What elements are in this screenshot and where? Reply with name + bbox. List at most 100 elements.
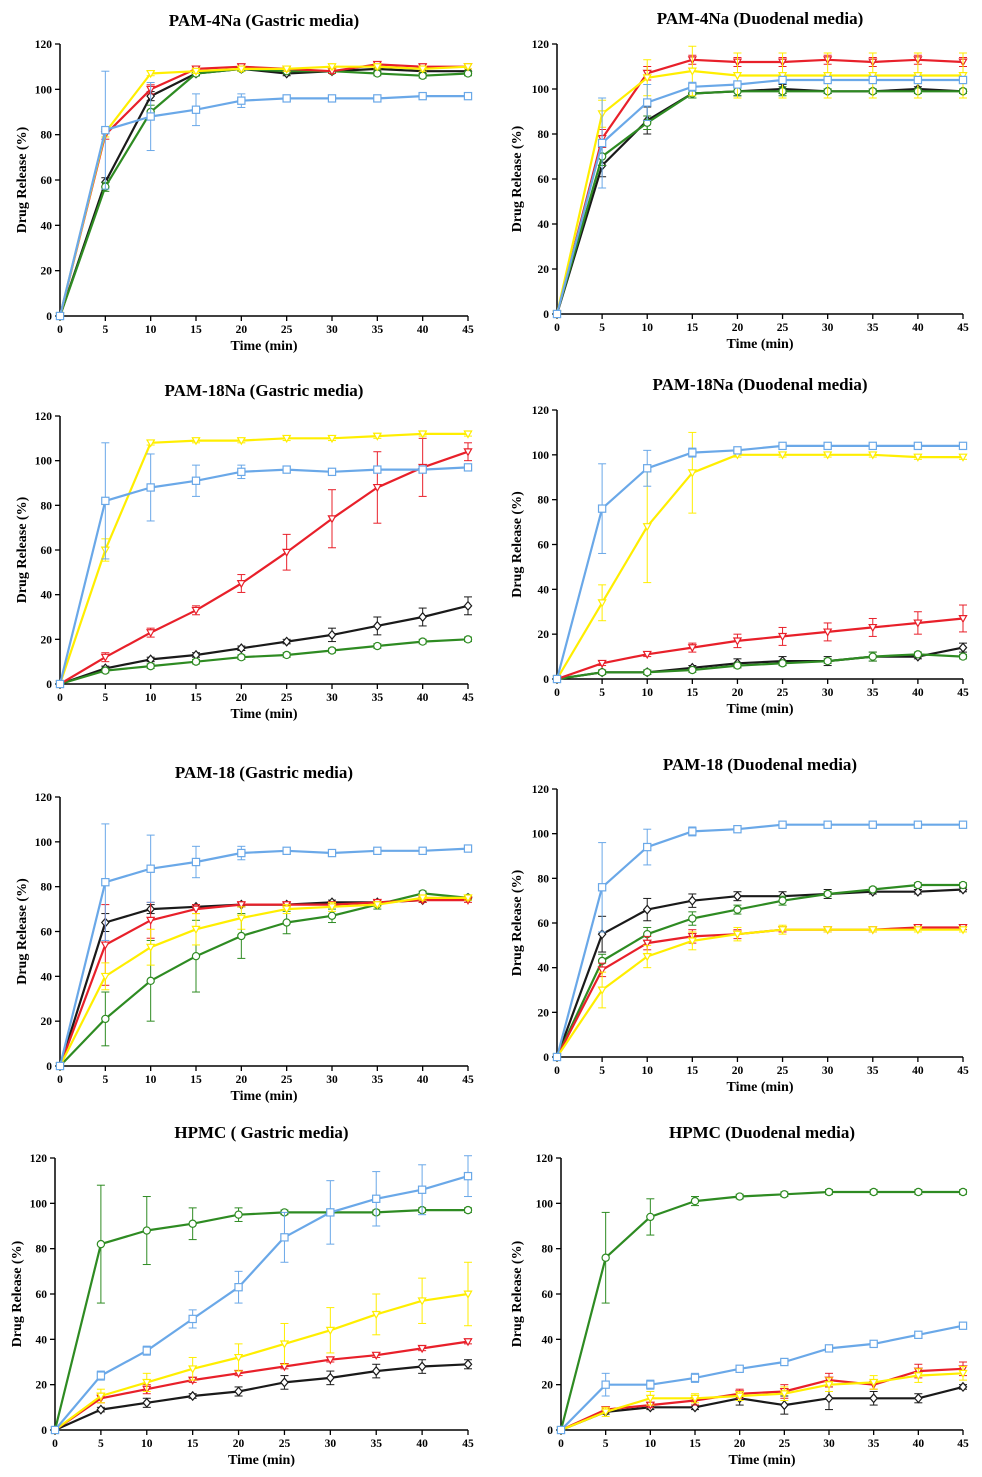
series-yellow (556, 1366, 968, 1435)
x-tick-label: 40 (417, 1074, 429, 1086)
data-point (101, 877, 110, 887)
x-tick-label: 35 (372, 1074, 384, 1086)
data-point (188, 1219, 197, 1228)
y-tick-label: 20 (538, 629, 550, 641)
series-blue (552, 820, 968, 1062)
data-point (958, 1321, 968, 1330)
y-tick-label: 40 (41, 220, 53, 232)
series-yellow (55, 63, 473, 321)
data-point (958, 926, 968, 935)
data-point (597, 986, 607, 995)
data-point (463, 63, 473, 72)
data-point (601, 1408, 611, 1417)
series-line (58, 896, 469, 1067)
data-point (96, 1371, 106, 1380)
data-point (101, 1014, 110, 1024)
series-yellow (55, 894, 473, 1071)
data-point (913, 453, 923, 462)
series-yellow (55, 430, 473, 689)
data-point (463, 1359, 473, 1370)
chart-panel: HPMC (Duodenal media) 0 20 40 60 80 100 120 0 5 10… (505, 1120, 975, 1472)
x-tick-label: 5 (599, 687, 605, 699)
data-point (733, 824, 742, 834)
series-blue (50, 1155, 473, 1435)
data-point (958, 75, 968, 85)
y-tick-label: 0 (46, 311, 52, 323)
data-point (146, 69, 156, 79)
x-tick-label: 0 (57, 692, 63, 704)
x-tick-label: 45 (462, 324, 474, 336)
data-point (643, 842, 652, 852)
data-point (688, 914, 697, 923)
y-tick-label: 100 (532, 450, 550, 462)
data-point (913, 1372, 923, 1381)
data-point (690, 1196, 700, 1206)
data-point (646, 1380, 655, 1389)
x-tick-label: 20 (732, 687, 744, 699)
data-point (735, 1364, 744, 1373)
x-tick-label: 5 (102, 692, 108, 704)
data-point (188, 1365, 198, 1374)
data-point (372, 63, 382, 72)
series-line (556, 653, 964, 681)
series-line (556, 883, 963, 1058)
data-point (325, 1372, 335, 1383)
y-tick-label: 80 (542, 1244, 554, 1256)
y-tick-label: 20 (538, 264, 550, 276)
chart-panel: PAM-4Na (Gastric media) 0 20 40 60 80 100 120 0 5… (10, 8, 480, 358)
y-tick-label: 60 (538, 540, 550, 552)
data-point (280, 1233, 289, 1242)
data-point (868, 652, 877, 661)
x-tick-label: 25 (777, 322, 789, 334)
data-point (913, 619, 923, 628)
y-tick-label: 60 (36, 1289, 48, 1301)
chart-panel: HPMC ( Gastric media) 0 20 40 60 80 100 120 0 5 10… (5, 1120, 480, 1472)
series-black (55, 63, 473, 322)
data-point (236, 437, 246, 446)
data-point (824, 1381, 834, 1390)
x-tick-label: 25 (281, 1074, 293, 1086)
data-point (779, 1390, 789, 1399)
x-tick-label: 40 (912, 322, 924, 334)
x-tick-label: 5 (599, 322, 605, 334)
data-point (778, 441, 787, 451)
data-point (824, 1344, 834, 1353)
y-tick-label: 100 (30, 1198, 48, 1210)
y-tick-label: 80 (36, 1244, 48, 1256)
x-tick-label: 15 (187, 1438, 199, 1450)
data-point (958, 441, 968, 451)
y-tick-label: 120 (35, 39, 53, 51)
data-point (233, 1353, 244, 1363)
x-tick-label: 45 (462, 1438, 474, 1450)
data-point (325, 1356, 335, 1365)
series-yellow (552, 431, 968, 684)
chart-title: HPMC ( Gastric media) (174, 1123, 348, 1142)
chart-panel: PAM-18Na (Duodenal media) 0 20 40 60 80 100 120… (505, 372, 975, 724)
data-point (417, 1344, 427, 1354)
data-point (327, 467, 337, 477)
data-point (643, 668, 652, 677)
y-tick-label: 40 (41, 971, 53, 983)
data-point (463, 1338, 473, 1347)
data-point (958, 1381, 968, 1393)
data-point (642, 904, 652, 915)
data-point (597, 966, 607, 975)
chart-title: PAM-4Na (Duodenal media) (657, 9, 864, 28)
y-tick-label: 120 (30, 1153, 48, 1165)
y-tick-label: 40 (542, 1334, 554, 1346)
data-point (823, 451, 833, 460)
y-tick-label: 0 (543, 309, 549, 321)
x-tick-label: 15 (687, 687, 699, 699)
data-point (552, 674, 562, 684)
data-point (601, 1380, 610, 1389)
series-line (59, 896, 468, 1067)
x-axis-label: Time (min) (228, 1453, 295, 1468)
series-black (552, 642, 968, 685)
series-blue (55, 70, 473, 321)
series-line (556, 453, 963, 680)
y-tick-label: 40 (41, 590, 53, 602)
y-tick-label: 120 (532, 405, 550, 417)
data-point (96, 1404, 106, 1415)
x-tick-label: 35 (868, 1438, 880, 1450)
data-point (642, 523, 652, 532)
